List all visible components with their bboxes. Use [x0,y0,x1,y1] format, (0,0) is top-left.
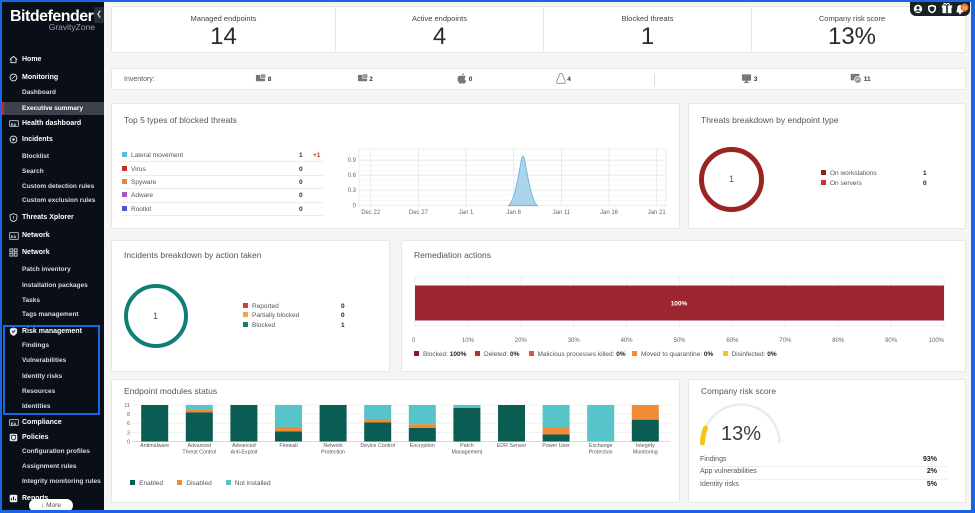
svg-text:3: 3 [127,430,130,436]
svg-text:0.6: 0.6 [348,173,357,179]
svg-text:Threat Control: Threat Control [182,450,216,456]
svg-text:Management: Management [451,450,482,456]
svg-text:11: 11 [124,403,130,409]
svg-text:Antimalware: Antimalware [140,443,169,449]
svg-text:Jan 11: Jan 11 [553,210,571,216]
svg-text:0.9: 0.9 [348,158,357,164]
svg-text:8: 8 [127,412,130,418]
svg-text:Device Control: Device Control [360,443,395,449]
svg-text:EDR Sensor: EDR Sensor [497,443,527,449]
svg-text:100%: 100% [671,301,688,308]
svg-text:Dec 22: Dec 22 [361,210,381,216]
svg-text:0: 0 [412,338,416,344]
svg-text:40%: 40% [621,338,634,344]
svg-text:100%: 100% [929,338,945,344]
svg-text:0: 0 [353,203,357,209]
svg-text:Anti-Exploit: Anti-Exploit [231,450,258,456]
svg-text:!: ! [13,215,15,220]
svg-text:Jan 1: Jan 1 [459,210,474,216]
svg-text:Dec 27: Dec 27 [409,210,429,216]
svg-text:Power User: Power User [542,443,570,449]
svg-text:6: 6 [127,421,130,427]
svg-text:80%: 80% [832,338,845,344]
svg-text:Integrity: Integrity [636,443,655,449]
svg-text:Protection: Protection [321,450,345,456]
svg-text:Patch: Patch [460,443,474,449]
svg-text:Monitoring: Monitoring [633,450,658,456]
svg-text:Jan 6: Jan 6 [506,210,521,216]
svg-text:Jan 21: Jan 21 [648,210,667,216]
svg-text:Exchange: Exchange [589,443,613,449]
svg-text:Advanced: Advanced [232,443,256,449]
svg-text:60%: 60% [726,338,739,344]
svg-text:19: 19 [962,5,968,10]
svg-text:Network: Network [323,443,343,449]
svg-text:70%: 70% [779,338,792,344]
svg-text:10%: 10% [462,338,475,344]
svg-text:Firewall: Firewall [279,443,297,449]
svg-text:30%: 30% [568,338,581,344]
svg-text:Jan 16: Jan 16 [600,210,619,216]
svg-text:50%: 50% [673,338,686,344]
svg-text:90%: 90% [885,338,898,344]
svg-text:0.3: 0.3 [348,188,357,194]
svg-text:0: 0 [127,440,130,446]
svg-text:Advanced: Advanced [188,443,212,449]
svg-text:Encryption: Encryption [410,443,435,449]
svg-text:Protection: Protection [589,450,613,456]
svg-text:20%: 20% [515,338,528,344]
